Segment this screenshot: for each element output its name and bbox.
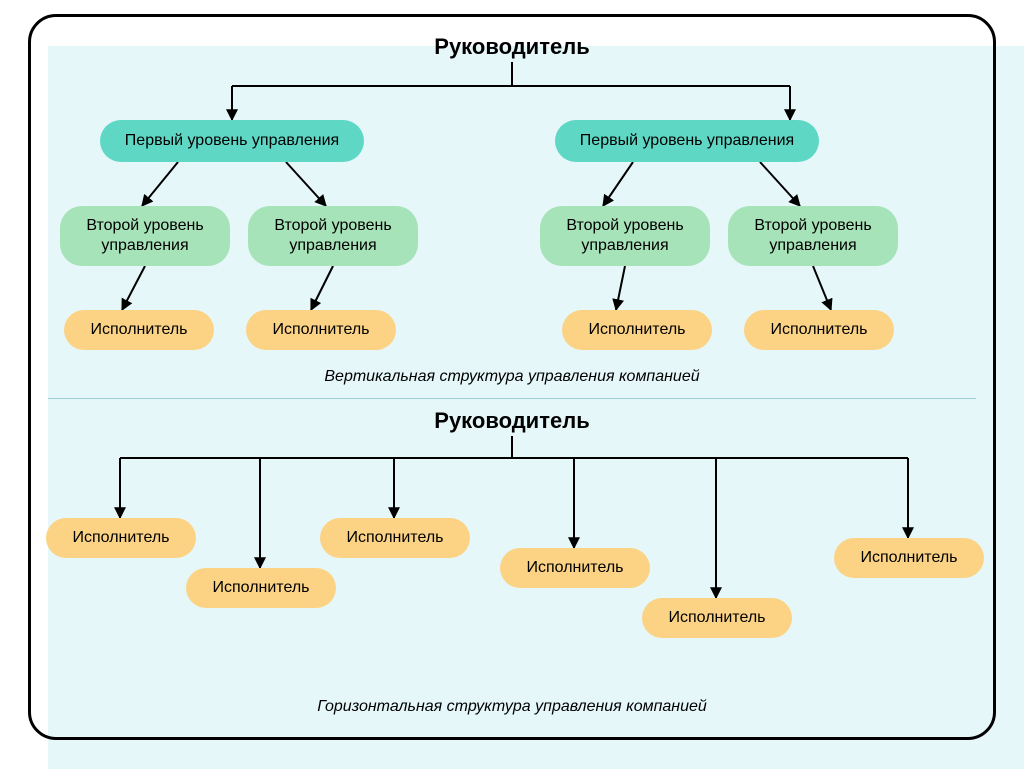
- diagram-frame: [28, 14, 996, 740]
